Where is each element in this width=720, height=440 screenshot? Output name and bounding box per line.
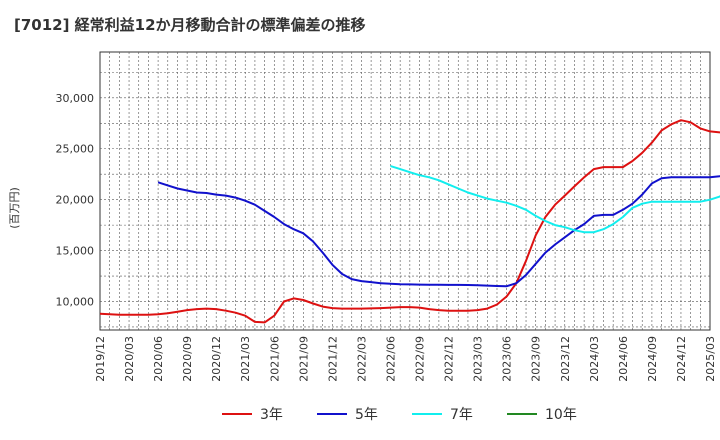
x-tick-label: 2022/09	[414, 336, 427, 382]
legend-label: 10年	[545, 407, 577, 423]
x-tick-label: 2021/12	[326, 336, 339, 382]
x-tick-label: 2023/12	[559, 336, 572, 382]
x-tick-label: 2024/12	[675, 336, 688, 382]
x-tick-label: 2023/09	[530, 336, 543, 382]
x-tick-label: 2023/03	[472, 336, 485, 382]
x-tick-label: 2024/06	[617, 336, 630, 382]
series-line-5年	[157, 175, 720, 288]
legend: 3年 5年 7年 10年	[222, 407, 577, 423]
x-tick-label: 2022/12	[443, 336, 456, 382]
x-tick-label: 2025/03	[704, 336, 717, 382]
y-tick-label: 30,000	[56, 92, 95, 105]
x-tick-label: 2024/09	[646, 336, 659, 382]
chart-title: [7012] 経常利益12か月移動合計の標準偏差の推移	[14, 16, 366, 34]
series-line-3年	[99, 119, 720, 324]
x-tick-labels: 2019/12 2020/03 2020/06 2020/09 2020/12 2021/…	[94, 336, 717, 382]
y-axis-title: (百万円)	[8, 187, 21, 229]
x-tick-label: 2024/03	[588, 336, 601, 382]
y-tick-labels: 10,000 15,000 20,000 25,000 30,000	[56, 92, 95, 309]
y-tick-label: 20,000	[56, 194, 95, 207]
y-gridlines	[100, 72, 710, 328]
x-tick-label: 2019/12	[94, 336, 107, 382]
legend-label: 5年	[355, 407, 378, 423]
x-tick-label: 2022/06	[384, 336, 397, 382]
x-tick-label: 2020/06	[152, 336, 165, 382]
series-line-7年	[390, 165, 720, 234]
y-tick-label: 25,000	[56, 143, 95, 156]
x-tick-label: 2022/03	[355, 336, 368, 382]
x-tick-label: 2023/06	[501, 336, 514, 382]
x-tick-label: 2021/03	[239, 336, 252, 382]
x-tick-label: 2020/03	[123, 336, 136, 382]
x-tick-label: 2021/09	[297, 336, 310, 382]
x-tick-label: 2021/06	[268, 336, 281, 382]
legend-label: 3年	[260, 407, 283, 423]
x-tick-label: 2020/12	[210, 336, 223, 382]
legend-label: 7年	[450, 407, 473, 423]
series-lines	[99, 119, 720, 324]
x-tick-label: 2020/09	[181, 336, 194, 382]
y-tick-label: 15,000	[56, 245, 95, 258]
y-tick-label: 10,000	[56, 295, 95, 308]
